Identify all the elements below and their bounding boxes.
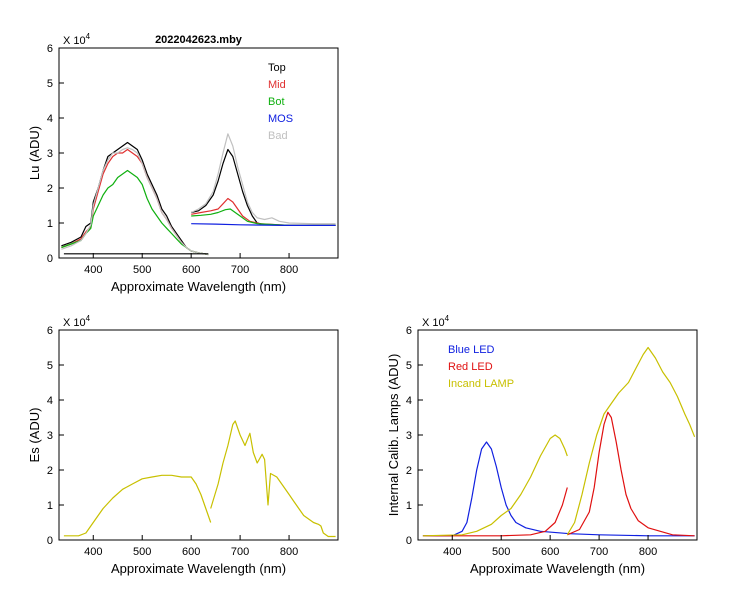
plot-frame: [58, 329, 339, 541]
series-line-bot: [61, 169, 209, 256]
x-tick-label: 600: [541, 546, 559, 558]
legend-entry-top: Top: [268, 62, 286, 74]
series-line-mid: [191, 197, 336, 226]
y-axis-label: Internal Calib. Lamps (ADU): [386, 354, 401, 517]
legend-entry-red-led: Red LED: [448, 361, 493, 373]
x-tick-label: 800: [280, 546, 298, 558]
chart-es: 400 500 600 700 800 0 1 2 3 4 5 6 X 104 Approximate W…: [27, 314, 339, 576]
legend-entry-bot: Bot: [268, 96, 285, 108]
legend-entry-blue-led: Blue LED: [448, 344, 495, 356]
series-line-bad: [61, 147, 209, 256]
y-exponent-power: 4: [445, 314, 450, 323]
y-exponent-power: 4: [86, 314, 91, 323]
x-tick-label: 800: [280, 264, 298, 276]
y-exponent-label: X 104: [63, 314, 91, 329]
legend-entry-incand-lamp: Incand LAMP: [448, 378, 514, 390]
y-tick-label: 4: [47, 113, 53, 125]
y-axis-label: Es (ADU): [27, 408, 42, 463]
series-line-mid: [61, 148, 209, 256]
y-exponent-label: X 104: [63, 32, 91, 47]
legend-entry-mid: Mid: [268, 79, 286, 91]
y-tick-label: 1: [406, 500, 412, 512]
y-tick-label: 6: [406, 325, 412, 337]
legend-entry-mos: MOS: [268, 113, 293, 125]
y-tick-label: 4: [47, 395, 53, 407]
y-exponent-power: 4: [86, 32, 91, 41]
y-tick-label: 2: [47, 465, 53, 477]
series-line-bot: [191, 208, 336, 226]
y-tick-label: 1: [47, 218, 53, 230]
x-tick-label: 400: [84, 546, 102, 558]
x-tick-label: 700: [231, 264, 249, 276]
chart-title: 2022042623.mby: [155, 34, 243, 46]
x-tick-label: 400: [84, 264, 102, 276]
y-tick-label: 6: [47, 43, 53, 55]
series-line-bad: [190, 133, 336, 225]
x-tick-label: 800: [639, 546, 657, 558]
series-group: [63, 420, 336, 538]
x-axis-label: Approximate Wavelength (nm): [111, 561, 286, 576]
x-axis-label: Approximate Wavelength (nm): [470, 561, 645, 576]
y-tick-label: 3: [47, 430, 53, 442]
x-tick-label: 700: [590, 546, 608, 558]
y-tick-label: 5: [47, 78, 53, 90]
x-axis-label: Approximate Wavelength (nm): [111, 279, 286, 294]
x-tick-label: 500: [492, 546, 510, 558]
y-tick-label: 4: [406, 395, 412, 407]
series-line-blue-led: [422, 441, 570, 537]
series-line-mos: [191, 223, 336, 226]
y-tick-label: 0: [47, 253, 53, 265]
y-exponent-label: X 104: [422, 314, 450, 329]
y-tick-label: 3: [47, 148, 53, 160]
y-axis-label: Lu (ADU): [27, 126, 42, 180]
x-tick-label: 500: [133, 264, 151, 276]
legend-entry-bad: Bad: [268, 130, 288, 142]
x-tick-label: 700: [231, 546, 249, 558]
chart-lamps: 400 500 600 700 800 0 1 2 3 4 5 6 X 104 Approximate W…: [386, 314, 698, 576]
x-tick-label: 400: [443, 546, 461, 558]
y-tick-label: 2: [47, 183, 53, 195]
series-line-red-led: [567, 411, 695, 537]
x-tick-label: 600: [182, 546, 200, 558]
series-group: [422, 346, 696, 537]
y-tick-label: 6: [47, 325, 53, 337]
y-tick-label: 3: [406, 430, 412, 442]
series-line-incand-lamp: [566, 346, 696, 536]
series-line-es: [210, 420, 336, 538]
plot-frame: [58, 47, 339, 259]
series-line-incand-lamp: [422, 434, 568, 537]
chart-lu: 400 500 600 700 800 0 1 2 3 4 5 6 X 104 2022042623.mb…: [27, 32, 339, 294]
x-tick-label: 500: [133, 546, 151, 558]
y-tick-label: 1: [47, 500, 53, 512]
series-line-red-led: [422, 487, 568, 537]
series-line-blue-led: [569, 533, 695, 537]
y-tick-label: 5: [47, 360, 53, 372]
series-group: [61, 133, 336, 256]
y-tick-label: 5: [406, 360, 412, 372]
y-tick-label: 2: [406, 465, 412, 477]
x-tick-label: 600: [182, 264, 200, 276]
series-line-es: [63, 474, 212, 537]
y-tick-label: 0: [47, 535, 53, 547]
y-tick-label: 0: [406, 535, 412, 547]
